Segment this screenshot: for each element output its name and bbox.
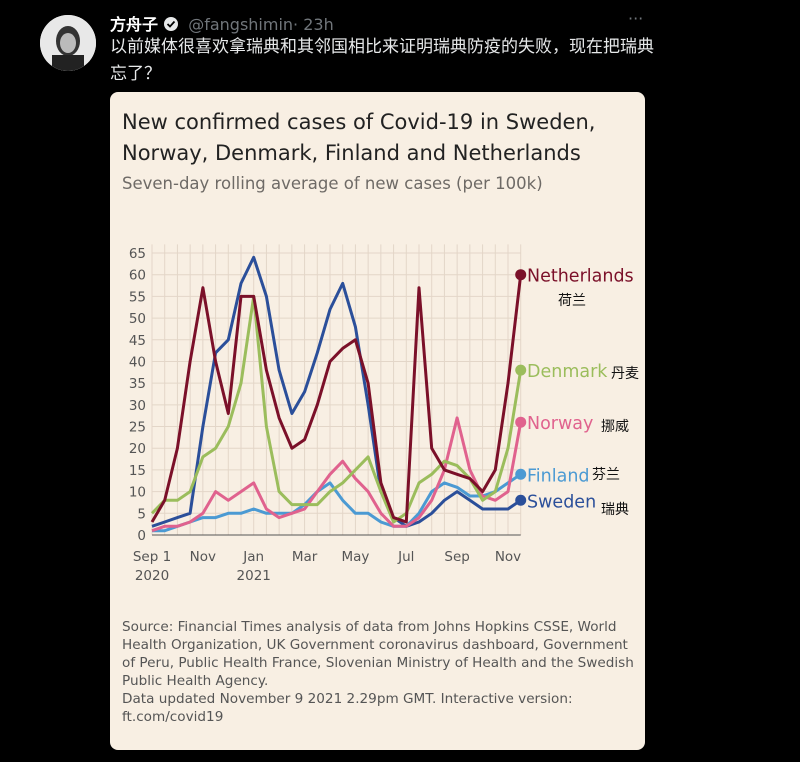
- x-tick-label-line: Mar: [292, 549, 318, 565]
- y-tick-label: 15: [129, 463, 146, 479]
- series-line: [150, 294, 523, 524]
- x-tick-label: Sep 1 2020: [133, 549, 171, 584]
- series-line: [150, 274, 523, 524]
- x-tick-label-line: May: [341, 549, 369, 565]
- series-label: Sweden: [527, 492, 596, 512]
- y-tick-label: 65: [129, 246, 146, 262]
- x-tick-label-line: Sep 1: [133, 549, 171, 565]
- series-line: [151, 255, 522, 528]
- end-dot: [515, 494, 527, 506]
- y-tick-label: 30: [129, 398, 146, 414]
- tweet-header: 方舟子 @fangshimin· 23h: [110, 11, 334, 35]
- y-tick-label: 0: [137, 528, 146, 544]
- more-button[interactable]: ···: [628, 9, 644, 28]
- chart-card[interactable]: [110, 92, 645, 750]
- x-tick-label-line: 2021: [237, 568, 271, 584]
- x-tick-label: Jan 2021: [237, 549, 271, 584]
- update-note: Data updated November 9 2021 2.29pm GMT.…: [122, 691, 573, 725]
- x-tick-label: Sep: [444, 549, 469, 565]
- chart-title: New confirmed cases of Covid-19 in Swede…: [122, 110, 596, 165]
- series-line: [151, 416, 523, 533]
- y-tick-label: 20: [129, 441, 146, 457]
- chart-source: Source: Financial Times analysis of data…: [122, 618, 637, 726]
- verified-icon: [164, 17, 179, 31]
- annotation: 瑞典: [601, 502, 629, 518]
- x-tick-label: May: [341, 549, 369, 565]
- y-tick-label: 55: [129, 289, 146, 305]
- avatar-image: [40, 15, 96, 71]
- annotation: 荷兰: [558, 293, 586, 309]
- series-label: Norway: [527, 414, 593, 434]
- handle[interactable]: @fangshimin: [188, 15, 294, 34]
- series-label: Netherlands: [527, 267, 634, 287]
- x-tick-label-line: Nov: [495, 549, 521, 565]
- y-tick-label: 60: [129, 268, 146, 284]
- x-tick-label-line: Nov: [190, 549, 216, 565]
- author[interactable]: 方舟子: [110, 15, 159, 34]
- y-tick-label: 45: [129, 333, 146, 349]
- x-tick-label: Nov: [495, 549, 521, 565]
- y-tick-label: 50: [129, 311, 146, 327]
- x-tick-label-line: Sep: [444, 549, 469, 565]
- annotation: 芬兰: [592, 467, 620, 483]
- end-dot: [515, 416, 527, 428]
- x-tick-label-line: Jul: [397, 549, 414, 565]
- annotation: 挪威: [601, 419, 629, 435]
- avatar[interactable]: [40, 15, 96, 71]
- chart-subtitle: Seven-day rolling average of new cases (…: [122, 174, 543, 193]
- x-tick-label-line: Jan: [242, 549, 264, 565]
- y-tick-label: 25: [129, 420, 146, 436]
- end-dot: [515, 468, 527, 480]
- tweet-text: 以前媒体很喜欢拿瑞典和其邻国相比来证明瑞典防疫的失败，现在把瑞典忘了？: [110, 37, 654, 84]
- timestamp[interactable]: · 23h: [293, 15, 334, 34]
- series-label: Finland: [527, 466, 590, 486]
- y-tick-label: 5: [137, 506, 146, 522]
- x-tick-label: Jul: [397, 549, 414, 565]
- end-dot: [515, 364, 527, 376]
- series-label: Denmark: [527, 362, 608, 382]
- y-tick-label: 10: [129, 485, 146, 501]
- x-tick-label-line: 2020: [135, 568, 169, 584]
- series-line: [152, 473, 522, 533]
- x-tick-label: Mar: [292, 549, 318, 565]
- y-tick-label: 40: [129, 354, 146, 370]
- source-note: Source: Financial Times analysis of data…: [122, 619, 634, 689]
- x-tick-label: Nov: [190, 549, 216, 565]
- end-dot: [515, 269, 527, 281]
- y-tick-label: 35: [129, 376, 146, 392]
- annotation: 丹麦: [611, 366, 639, 382]
